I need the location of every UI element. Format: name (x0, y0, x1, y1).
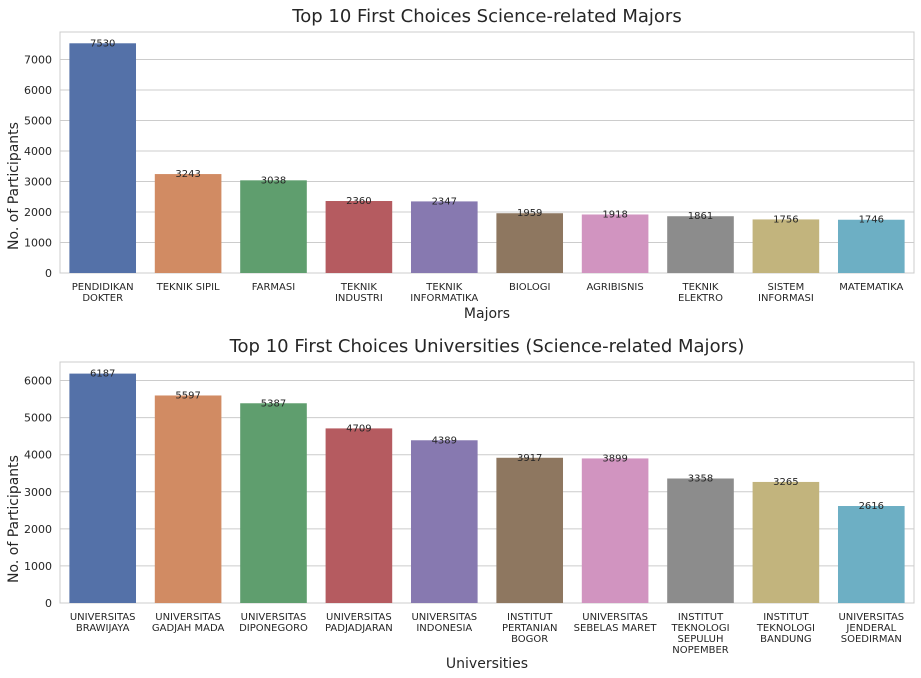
universities-bar (69, 373, 137, 603)
universities-chart-xlabel: Universities (446, 656, 528, 672)
majors-ytick-label: 5000 (24, 114, 52, 127)
universities-bar (240, 403, 307, 603)
universities-ytick-label: 6000 (24, 375, 52, 388)
universities-ytick-label: 4000 (24, 449, 52, 462)
majors-value-label: 3038 (261, 175, 286, 186)
majors-category-label: TEKNIK SIPIL (156, 282, 220, 293)
majors-value-label: 3243 (175, 169, 200, 180)
majors-value-label: 1756 (773, 214, 798, 225)
universities-category-label: UNIVERSITAS GADJAH MADA (152, 612, 225, 634)
majors-category-label: TEKNIK INDUSTRI (335, 282, 383, 304)
universities-category-label: UNIVERSITAS JENDERAL SOEDIRMAN (838, 612, 904, 645)
majors-ytick-label: 1000 (24, 236, 52, 249)
majors-value-label: 1746 (859, 215, 884, 226)
universities-category-label: UNIVERSITAS SEBELAS MARET (574, 612, 658, 634)
majors-category-label: TEKNIK INFORMATIKA (410, 282, 478, 304)
universities-bar (410, 440, 478, 603)
universities-category-label: UNIVERSITAS BRAWIJAYA (70, 612, 136, 634)
universities-value-label: 4709 (346, 423, 371, 434)
majors-bar (240, 180, 307, 273)
majors-category-label: FARMASI (252, 282, 295, 293)
universities-bar (752, 481, 820, 603)
majors-bar (325, 201, 393, 273)
majors-chart-title: Top 10 First Choices Science-related Maj… (291, 6, 681, 27)
majors-category-label: AGRIBISNIS (586, 282, 643, 293)
universities-category-label: UNIVERSITAS DIPONEGORO (239, 612, 308, 634)
universities-category-label: UNIVERSITAS INDONESIA (411, 612, 477, 634)
universities-value-label: 5597 (175, 390, 200, 401)
majors-ytick-label: 4000 (24, 145, 52, 158)
majors-ytick-label: 7000 (24, 53, 52, 66)
majors-bar (752, 219, 820, 273)
universities-value-label: 3917 (517, 453, 542, 464)
majors-ytick-label: 0 (45, 267, 52, 280)
majors-value-label: 2347 (432, 196, 457, 207)
universities-value-label: 3265 (773, 477, 798, 488)
majors-ytick-label: 6000 (24, 84, 52, 97)
universities-ytick-label: 5000 (24, 412, 52, 425)
universities-ytick-label: 0 (45, 597, 52, 610)
majors-bar (410, 201, 478, 273)
majors-bar (69, 43, 137, 274)
universities-value-label: 6187 (90, 369, 115, 380)
universities-ytick-label: 3000 (24, 486, 52, 499)
majors-category-label: BIOLOGI (509, 282, 550, 293)
majors-category-label: SISTEM INFORMASI (758, 282, 814, 304)
majors-category-label: PENDIDIKAN DOKTER (72, 282, 134, 304)
universities-bar (154, 395, 222, 603)
universities-value-label: 3358 (688, 473, 713, 484)
universities-value-label: 4389 (432, 435, 457, 446)
universities-bar (325, 428, 393, 603)
majors-bar (837, 219, 905, 273)
universities-bar (837, 506, 905, 603)
universities-category-label: INSTITUT PERTANIAN BOGOR (502, 612, 558, 645)
majors-bar (581, 214, 649, 273)
majors-chart-ylabel: No. of Participants (6, 122, 22, 250)
majors-plot-frame (59, 31, 915, 274)
majors-bar (496, 213, 564, 273)
universities-plot-frame (59, 361, 915, 604)
universities-bar (667, 478, 734, 603)
majors-category-label: MATEMATIKA (839, 282, 903, 293)
universities-bar (496, 457, 564, 603)
universities-ytick-label: 1000 (24, 560, 52, 573)
universities-value-label: 2616 (859, 501, 884, 512)
universities-chart-title: Top 10 First Choices Universities (Scien… (229, 336, 745, 357)
majors-value-label: 1959 (517, 208, 542, 219)
universities-category-label: INSTITUT TEKNOLOGI SEPULUH NOPEMBER (670, 612, 729, 656)
universities-chart: Top 10 First Choices Universities (Scien… (6, 336, 915, 672)
universities-category-label: UNIVERSITAS PADJADJARAN (325, 612, 393, 634)
majors-category-label: TEKNIK ELEKTRO (678, 282, 723, 304)
majors-chart: Top 10 First Choices Science-related Maj… (6, 6, 915, 322)
majors-chart-xlabel: Majors (464, 306, 510, 322)
universities-chart-ylabel: No. of Participants (6, 455, 22, 583)
majors-ytick-label: 2000 (24, 206, 52, 219)
universities-value-label: 5387 (261, 398, 286, 409)
majors-value-label: 2360 (346, 196, 371, 207)
universities-ytick-label: 2000 (24, 523, 52, 536)
majors-value-label: 1861 (688, 211, 713, 222)
universities-category-label: INSTITUT TEKNOLOGI BANDUNG (756, 612, 815, 645)
universities-bar (581, 458, 649, 603)
universities-value-label: 3899 (602, 453, 627, 464)
majors-ytick-label: 3000 (24, 175, 52, 188)
majors-value-label: 7530 (90, 38, 115, 49)
majors-bar (154, 174, 222, 273)
majors-bar (667, 216, 734, 273)
majors-value-label: 1918 (602, 209, 627, 220)
